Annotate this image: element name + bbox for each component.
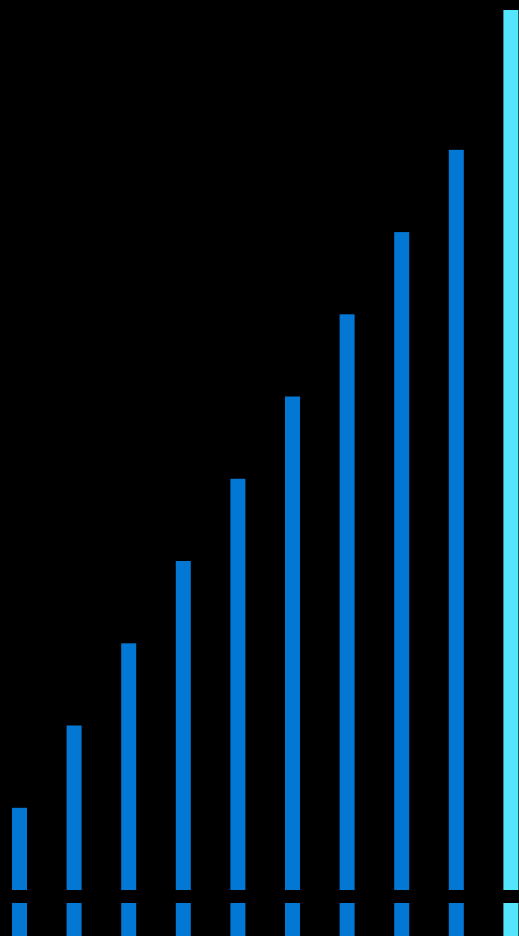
bar-6: [285, 396, 300, 890]
bar-7: [339, 314, 355, 890]
bar-1: [12, 807, 27, 890]
bar-4: [175, 561, 191, 890]
bar-10: [503, 10, 519, 890]
x-tick-6: [285, 903, 300, 936]
x-tick-1: [12, 903, 27, 936]
x-tick-2: [66, 903, 82, 936]
x-tick-7: [339, 903, 355, 936]
bar-9: [448, 149, 464, 891]
x-tick-10: [503, 903, 519, 936]
x-tick-8: [394, 903, 410, 936]
x-tick-5: [230, 903, 246, 936]
x-tick-4: [175, 903, 191, 936]
x-tick-9: [448, 903, 464, 936]
bar-3: [121, 643, 137, 890]
x-tick-3: [121, 903, 137, 936]
bar-2: [66, 725, 82, 890]
bar-8: [394, 232, 410, 891]
bar-5: [230, 478, 246, 890]
